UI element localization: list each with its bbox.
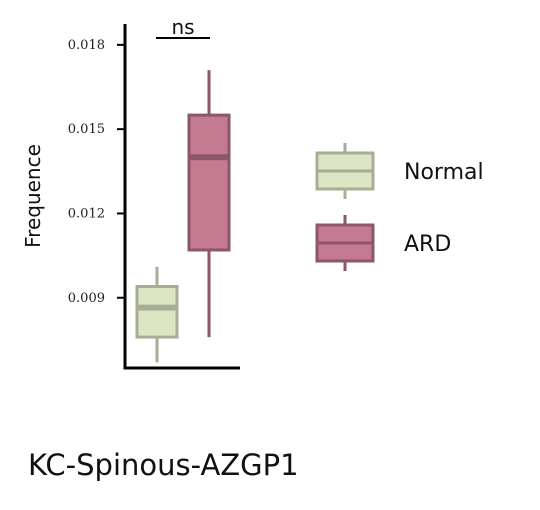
y-tick-label: 0.018 <box>68 38 105 53</box>
legend-item-ard: ARD <box>315 215 451 271</box>
legend-label: Normal <box>404 160 484 185</box>
y-tick-label: 0.009 <box>68 291 105 306</box>
y-tick-label: 0.012 <box>68 206 105 221</box>
chart-title: KC-Spinous-AZGP1 <box>28 448 299 482</box>
legend-item-normal: Normal <box>315 143 484 199</box>
box-ard <box>187 70 231 338</box>
y-axis-title: Frequence <box>21 144 45 248</box>
legend: Normal ARD <box>315 143 484 271</box>
significance-annotation: ns <box>156 15 210 39</box>
legend-label: ARD <box>404 232 451 257</box>
box-iqr <box>187 113 231 252</box>
axes: 0.009 0.012 0.015 0.018 Frequence <box>21 24 240 370</box>
significance-label: ns <box>171 15 194 39</box>
box-iqr <box>135 285 179 339</box>
boxes <box>135 70 231 363</box>
box-normal <box>135 266 179 363</box>
y-tick-label: 0.015 <box>68 122 105 137</box>
